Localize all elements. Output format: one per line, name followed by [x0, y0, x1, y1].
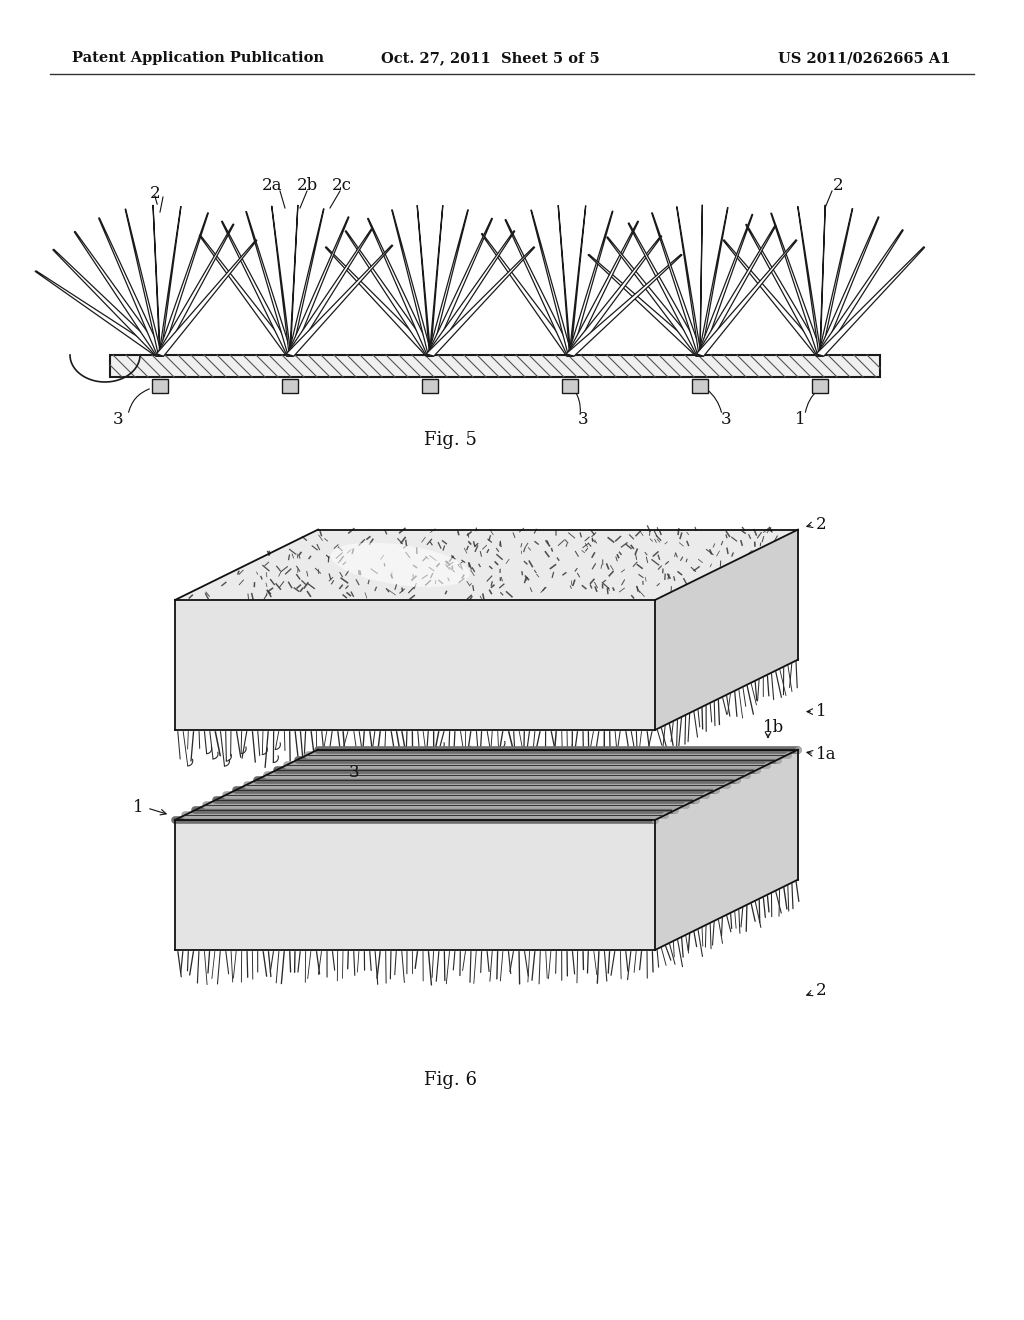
Text: 2b: 2b	[296, 177, 317, 194]
Polygon shape	[819, 209, 853, 356]
Text: 3: 3	[721, 412, 731, 429]
Polygon shape	[798, 206, 821, 356]
Text: 1a: 1a	[816, 746, 837, 763]
Polygon shape	[818, 216, 879, 356]
Polygon shape	[98, 218, 162, 356]
Polygon shape	[700, 205, 702, 356]
Text: Fig. 6: Fig. 6	[424, 1071, 476, 1089]
Polygon shape	[699, 207, 728, 356]
Polygon shape	[426, 247, 535, 356]
Polygon shape	[157, 240, 257, 356]
Polygon shape	[287, 228, 372, 356]
Polygon shape	[566, 255, 682, 356]
Polygon shape	[820, 205, 825, 356]
Bar	[282, 379, 298, 393]
Polygon shape	[697, 226, 776, 356]
Polygon shape	[655, 750, 798, 950]
Text: 1: 1	[816, 704, 826, 721]
Polygon shape	[569, 206, 586, 356]
Text: 3: 3	[578, 412, 589, 429]
Text: 2a: 2a	[262, 177, 283, 194]
Bar	[110, 355, 880, 378]
Polygon shape	[677, 206, 700, 356]
Polygon shape	[200, 235, 293, 356]
Polygon shape	[289, 209, 324, 356]
Bar	[692, 379, 708, 393]
Polygon shape	[153, 205, 160, 356]
Polygon shape	[326, 247, 434, 356]
Polygon shape	[288, 216, 349, 356]
Text: 3: 3	[349, 764, 359, 781]
Polygon shape	[505, 219, 572, 356]
Polygon shape	[481, 234, 573, 356]
Bar	[812, 379, 828, 393]
Polygon shape	[271, 206, 291, 356]
Polygon shape	[606, 238, 703, 356]
Polygon shape	[290, 205, 298, 356]
Polygon shape	[74, 231, 163, 356]
Polygon shape	[246, 211, 292, 356]
Polygon shape	[628, 223, 702, 356]
Bar	[152, 379, 168, 393]
Polygon shape	[696, 240, 797, 356]
Polygon shape	[35, 271, 165, 356]
Polygon shape	[175, 601, 655, 730]
Text: Oct. 27, 2011  Sheet 5 of 5: Oct. 27, 2011 Sheet 5 of 5	[381, 51, 599, 65]
Bar	[562, 379, 578, 393]
Polygon shape	[175, 750, 798, 820]
Polygon shape	[655, 529, 798, 730]
Polygon shape	[287, 246, 393, 356]
Polygon shape	[175, 529, 798, 601]
Polygon shape	[558, 205, 570, 356]
Polygon shape	[159, 213, 208, 356]
Polygon shape	[125, 209, 161, 356]
Polygon shape	[651, 213, 701, 356]
Polygon shape	[429, 210, 468, 356]
Polygon shape	[158, 224, 233, 356]
Text: 2: 2	[816, 982, 826, 999]
Polygon shape	[221, 222, 293, 356]
Text: Patent Application Publication: Patent Application Publication	[72, 51, 324, 65]
Text: 3: 3	[113, 412, 123, 429]
Polygon shape	[771, 213, 822, 356]
Polygon shape	[368, 218, 432, 356]
Text: 1b: 1b	[763, 719, 784, 737]
Polygon shape	[723, 240, 823, 356]
Polygon shape	[417, 206, 430, 356]
Polygon shape	[817, 230, 903, 356]
Polygon shape	[531, 210, 571, 356]
Polygon shape	[816, 247, 925, 356]
Polygon shape	[345, 231, 433, 356]
Text: 2: 2	[833, 177, 844, 194]
Polygon shape	[160, 206, 181, 356]
Text: Fig. 5: Fig. 5	[424, 432, 476, 449]
Polygon shape	[567, 222, 639, 356]
Bar	[422, 379, 438, 393]
Text: 2c: 2c	[332, 177, 352, 194]
Polygon shape	[698, 214, 753, 356]
Polygon shape	[429, 206, 442, 356]
Text: 1: 1	[133, 800, 143, 817]
Text: 2: 2	[816, 516, 826, 533]
Polygon shape	[392, 210, 431, 356]
Polygon shape	[588, 255, 705, 356]
Polygon shape	[745, 224, 822, 356]
Polygon shape	[428, 218, 493, 356]
Polygon shape	[568, 211, 612, 356]
Polygon shape	[566, 236, 662, 356]
Polygon shape	[175, 820, 655, 950]
Polygon shape	[427, 231, 515, 356]
Text: 1: 1	[795, 412, 805, 429]
Text: 2: 2	[150, 185, 161, 202]
Polygon shape	[52, 249, 164, 356]
Text: US 2011/0262665 A1: US 2011/0262665 A1	[777, 51, 950, 65]
Ellipse shape	[331, 543, 470, 587]
